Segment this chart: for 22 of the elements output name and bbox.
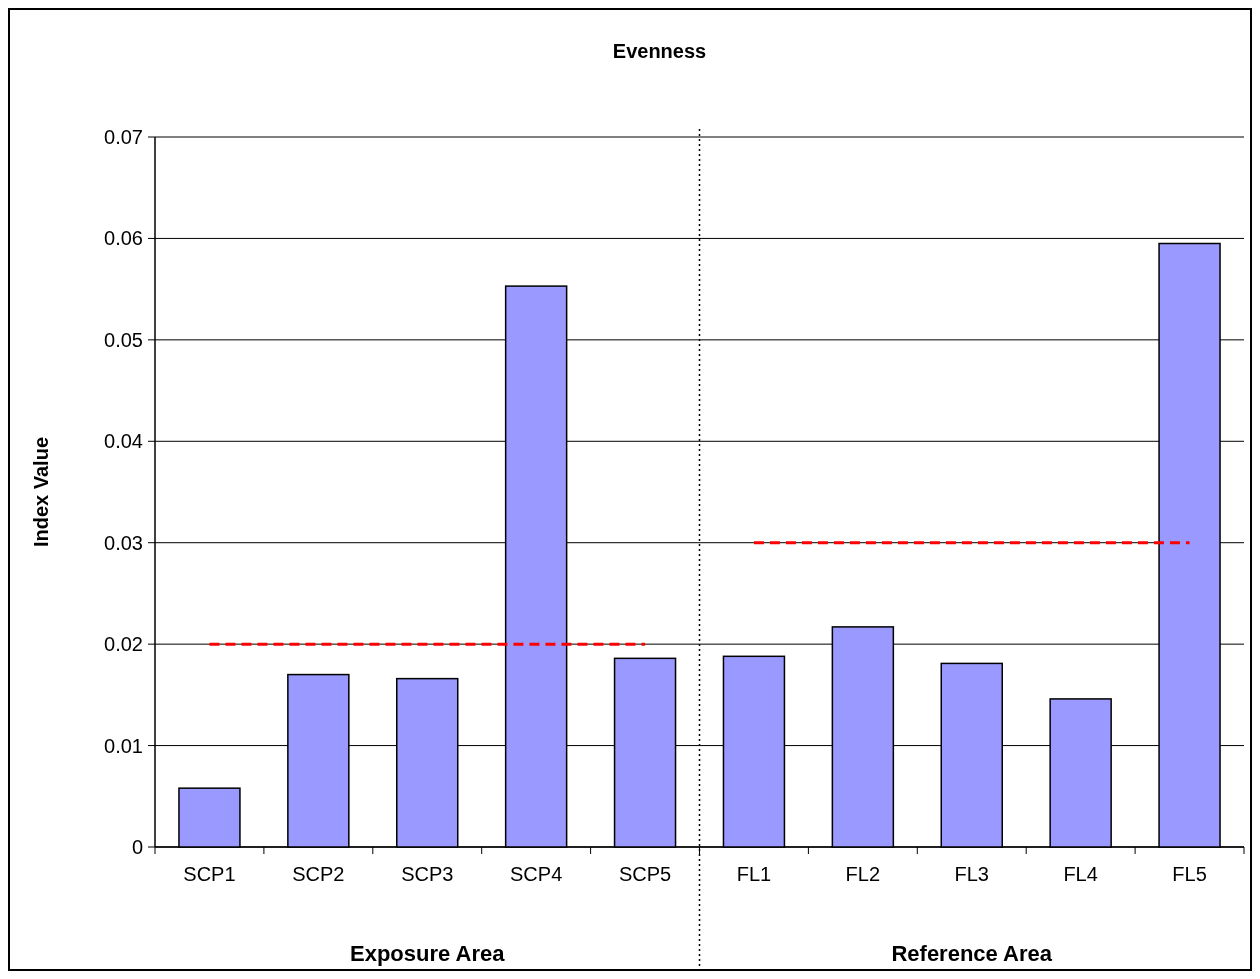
x-tick-label: SCP3 xyxy=(401,863,454,885)
y-tick-label: 0.05 xyxy=(104,328,143,351)
x-tick-label: FL5 xyxy=(1172,863,1207,885)
text: Reference Area xyxy=(891,941,1053,966)
x-tick-label: FL4 xyxy=(1063,863,1098,885)
x-tick-label: SCP4 xyxy=(510,863,563,885)
x-tick-label: SCP5 xyxy=(618,863,672,885)
y-tick-label: 0 xyxy=(131,836,143,858)
y-tick-label: 0.04 xyxy=(104,430,143,453)
y-tick-label: 0.02 xyxy=(104,633,143,656)
x-tick-label: FL1 xyxy=(736,863,772,885)
y-axis-title: Index Value xyxy=(30,436,52,548)
chart-title: Evenness xyxy=(612,40,707,62)
x-tick-label: SCP1 xyxy=(183,863,236,885)
y-tick-label: 0.03 xyxy=(104,531,143,554)
y-tick-label: 0.06 xyxy=(104,227,143,250)
x-tick-label: FL2 xyxy=(845,863,881,885)
y-tick-label: 0.01 xyxy=(104,734,143,757)
text: Exposure Area xyxy=(350,941,506,966)
y-tick-label: 0.07 xyxy=(104,126,143,148)
x-tick-label: SCP2 xyxy=(292,863,345,885)
x-tick-label: FL3 xyxy=(954,863,989,885)
